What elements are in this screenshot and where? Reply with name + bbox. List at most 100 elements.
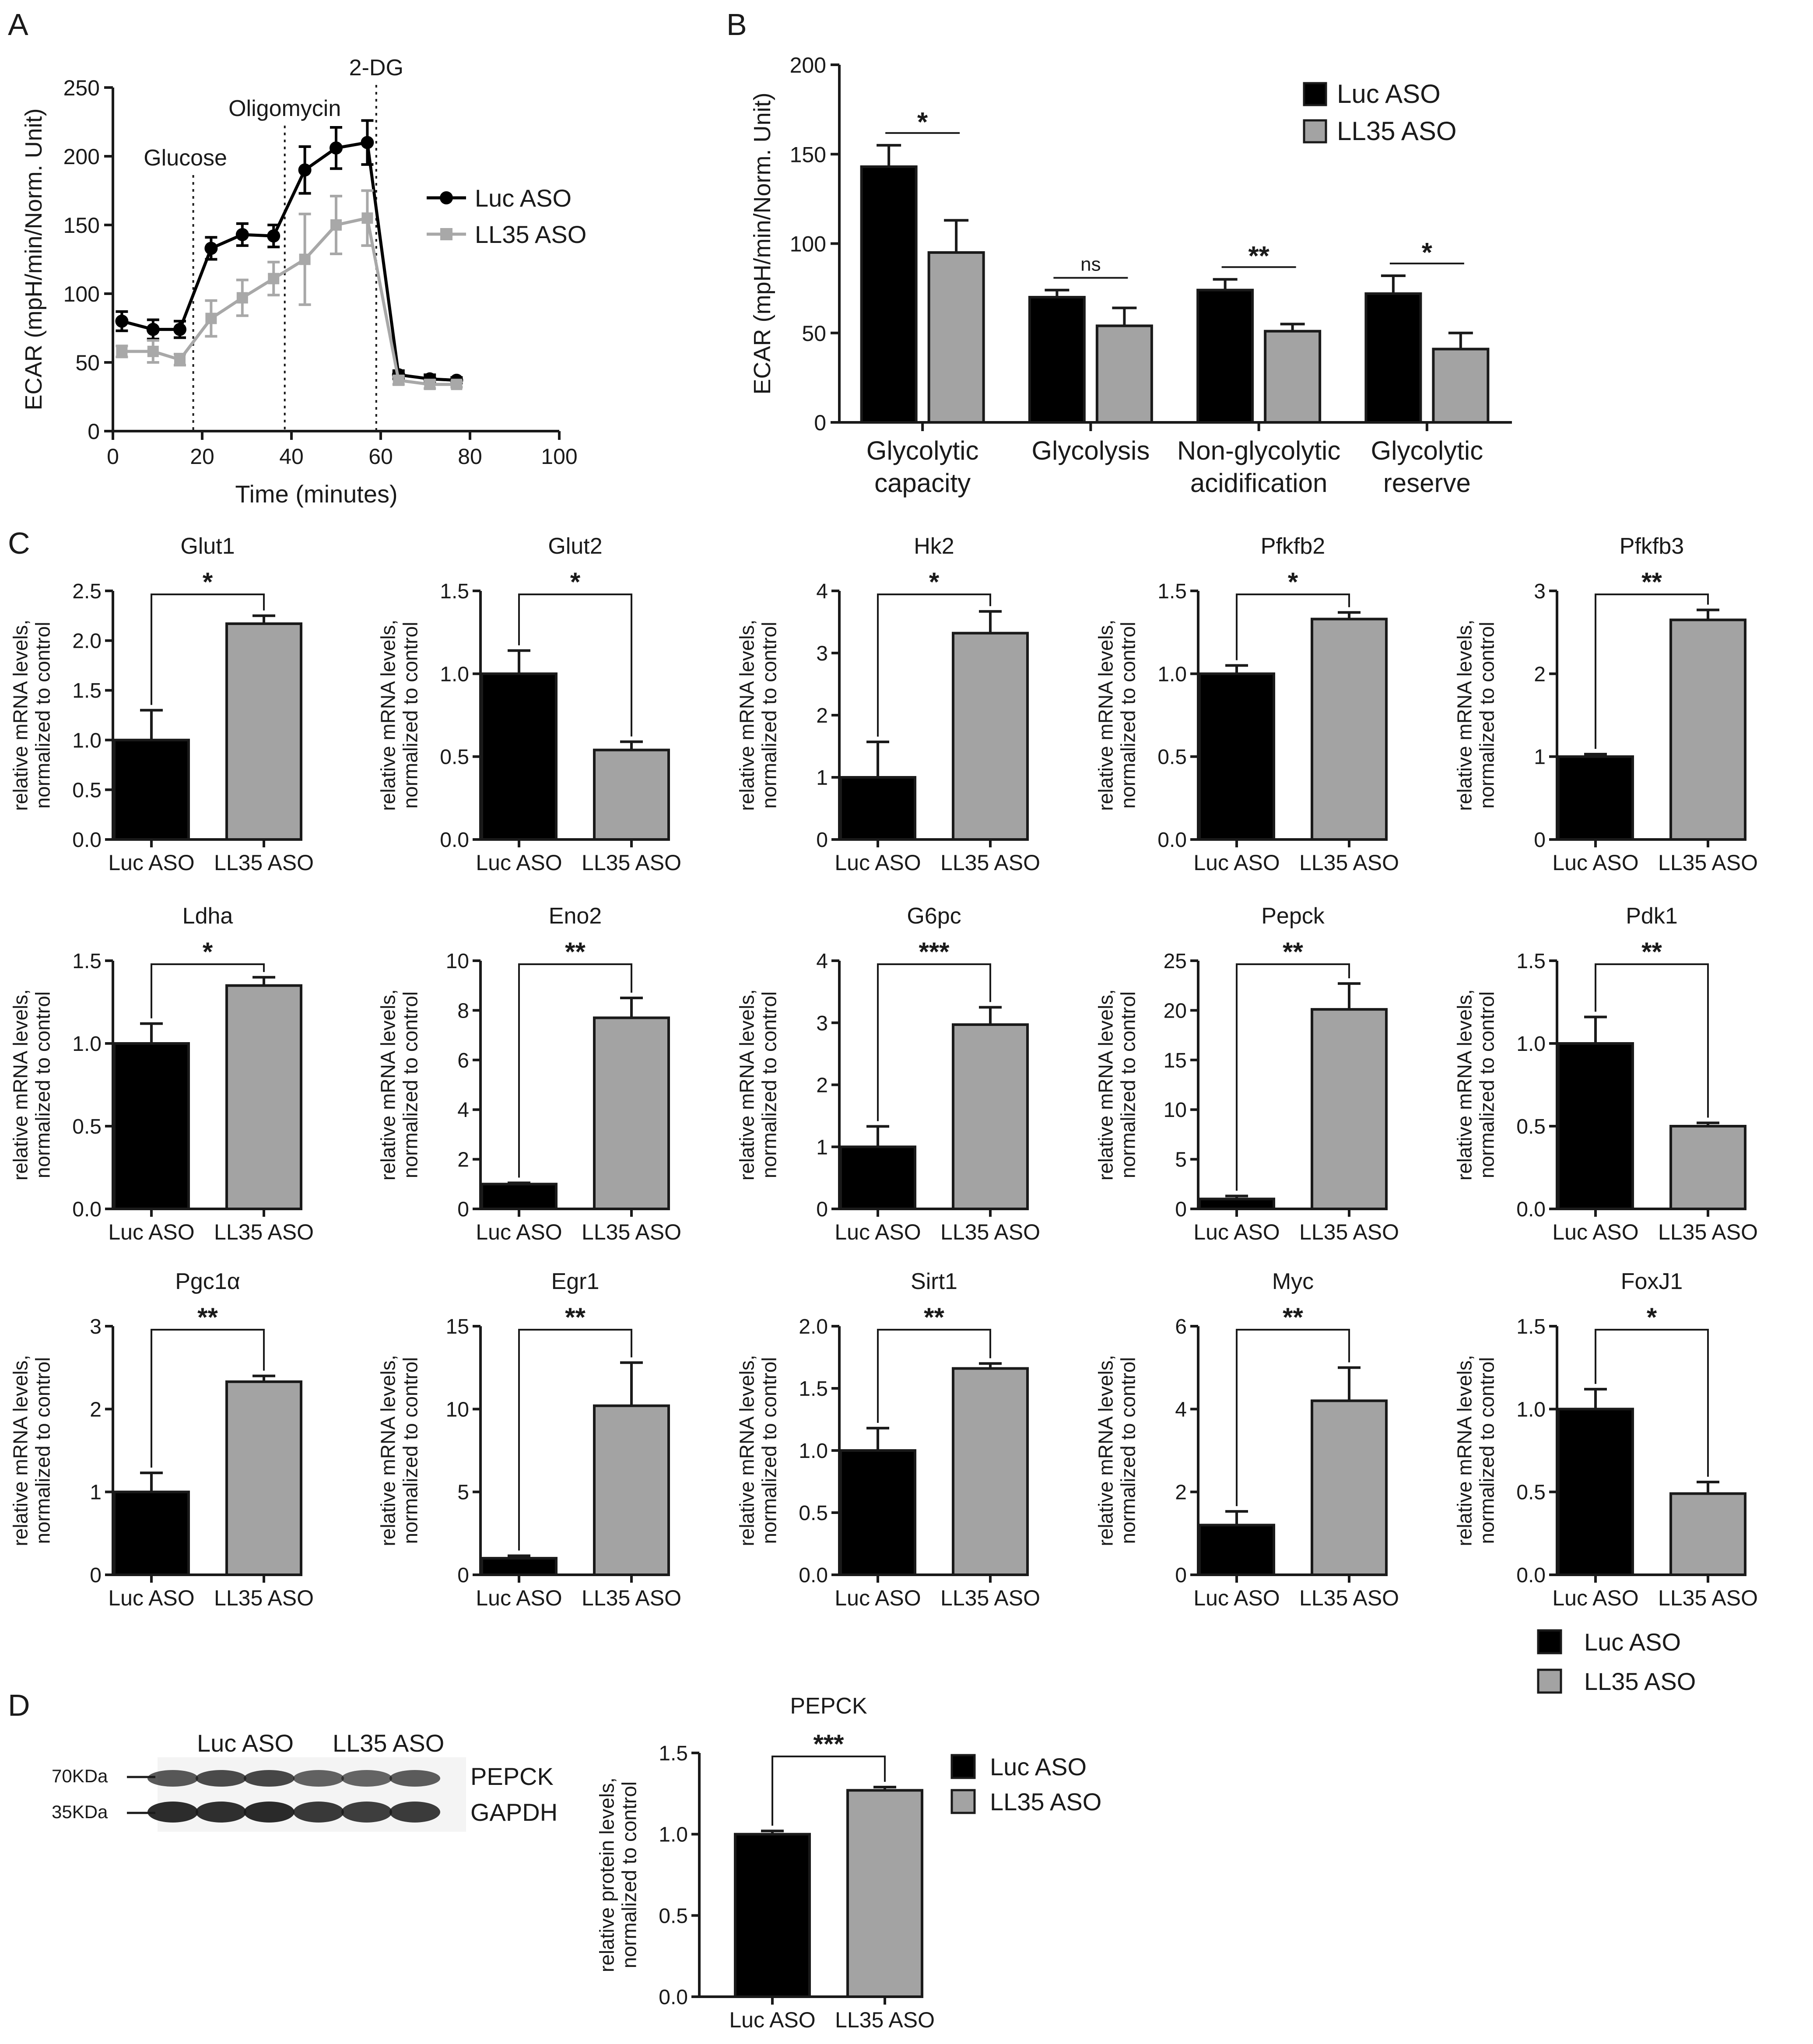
g6pc-y-tick-label: 1	[816, 1136, 828, 1159]
blot-band-label-gapdh: GAPDH	[470, 1798, 558, 1826]
sirt1-y-tick-label: 1.0	[799, 1440, 828, 1463]
pepck-x-tick-label: LL35 ASO	[1299, 1220, 1399, 1244]
pepck-protein-title: PEPCK	[790, 1693, 867, 1719]
sirt1-y-tick-label: 2.0	[799, 1315, 828, 1338]
eno2-error-bar	[620, 997, 643, 1018]
blot-band-gapdh	[147, 1802, 198, 1823]
egr1-title: Egr1	[551, 1269, 600, 1294]
pfkfb3-title: Pfkfb3	[1620, 534, 1684, 559]
g6pc-y-tick-label: 4	[816, 950, 828, 973]
panel-label-a: A	[8, 7, 28, 42]
a-ll35-aso-point	[268, 273, 280, 284]
a-ll35-aso-point	[393, 374, 404, 386]
panel-label-b: B	[726, 7, 747, 42]
eno2-title: Eno2	[549, 903, 602, 929]
glut2-title: Glut2	[548, 534, 602, 559]
g6pc-y-tick-label: 2	[816, 1074, 828, 1097]
a-luc-aso-point	[146, 323, 160, 336]
pfkfb2-y-tick-label: 0.0	[1157, 829, 1187, 852]
a-ll35-aso-point	[361, 212, 373, 224]
eno2-significance-label: **	[565, 937, 586, 966]
pgc1a-y-tick-label: 0	[90, 1564, 102, 1587]
hk2-y-tick-label: 1	[816, 766, 828, 790]
myc-bar-ll35-aso	[1311, 1399, 1388, 1576]
legend-c-luc-label: Luc ASO	[1584, 1628, 1681, 1656]
chart-egr1: Egr1 0 5 10 15 relative mRNA levels,normalize…	[377, 1269, 681, 1610]
legend-a-ll35-label: LL35 ASO	[475, 221, 586, 248]
a-y-tick-label: 150	[63, 213, 100, 238]
pfkfb3-x-tick-label: LL35 ASO	[1658, 850, 1758, 875]
b-bar-ll35-aso	[1095, 324, 1153, 424]
panel-label-c: C	[8, 526, 30, 560]
glut1-y-tick-label: 2.5	[72, 580, 102, 603]
g6pc-x-tick-label: LL35 ASO	[940, 1220, 1040, 1244]
b-x-tick-label: Glycolytic	[866, 436, 979, 465]
pgc1a-significance-label: **	[197, 1303, 218, 1332]
egr1-bar-ll35-aso	[593, 1404, 670, 1576]
legend-b-ll35-swatch	[1303, 119, 1327, 144]
chart-pgc1a: Pgc1α 0 1 2 3 relative mRNA levels,normalized…	[9, 1269, 314, 1610]
pdk1-y-axis-label: relative mRNA levels,normalized to contr…	[1453, 989, 1498, 1180]
glut2-x-tick-label: Luc ASO	[476, 850, 562, 875]
myc-y-tick-label: 2	[1175, 1481, 1187, 1504]
a-x-tick-label: 60	[368, 444, 393, 469]
sirt1-x-tick-label: LL35 ASO	[940, 1586, 1040, 1610]
a-luc-aso-point	[361, 136, 374, 149]
g6pc-significance-label: ***	[919, 937, 950, 966]
b-y-tick-label: 200	[790, 53, 826, 77]
myc-significance-label: **	[1283, 1303, 1303, 1332]
glut1-error-bar	[140, 709, 163, 740]
blot-band-pepck	[341, 1770, 392, 1787]
hk2-title: Hk2	[914, 534, 954, 559]
pepck-protein-bar-ll35-aso	[846, 1789, 923, 1998]
myc-y-axis-label: relative mRNA levels,normalized to contr…	[1094, 1355, 1140, 1546]
pfkfb2-significance-bracket	[1236, 594, 1350, 660]
pdk1-bar-luc-aso	[1557, 1042, 1634, 1210]
blot-band-pepck	[389, 1770, 440, 1787]
foxj1-y-tick-label: 0.5	[1516, 1481, 1546, 1504]
pepck-error-bar	[1338, 982, 1361, 1010]
glut1-y-tick-label: 1.5	[72, 679, 102, 702]
pdk1-error-bar	[1584, 1015, 1607, 1043]
blot-band-gapdh	[341, 1802, 392, 1823]
glut2-bar-luc-aso	[480, 672, 558, 841]
panel-b-ecar-bars: 0 50 100 150 200 ECAR (mpH/min/Norm. Unit) Gly…	[749, 53, 1512, 498]
legend-a-luc-marker	[440, 191, 453, 204]
egr1-error-bar	[620, 1361, 643, 1406]
b-error-bar	[1213, 278, 1238, 290]
eno2-bar-ll35-aso	[593, 1016, 670, 1210]
eno2-bar-luc-aso	[480, 1183, 558, 1211]
pfkfb2-bar-ll35-aso	[1311, 618, 1388, 841]
a-luc-aso-point	[173, 323, 186, 336]
myc-significance-bracket	[1236, 1329, 1350, 1507]
pfkfb2-bar-luc-aso	[1198, 672, 1275, 841]
glut2-y-axis-label: relative mRNA levels,normalized to contr…	[377, 619, 422, 811]
b-x-tick-label: capacity	[874, 468, 971, 498]
pepck-protein-significance-label: ***	[813, 1729, 844, 1759]
hk2-y-tick-label: 3	[816, 642, 828, 665]
egr1-y-tick-label: 15	[446, 1315, 469, 1338]
blot-band-pepck	[147, 1770, 198, 1787]
pfkfb3-bar-ll35-aso	[1669, 618, 1746, 841]
legend-c-ll35-swatch	[1537, 1668, 1562, 1694]
legend-c-ll35-label: LL35 ASO	[1584, 1668, 1696, 1695]
b-y-tick-label: 150	[790, 142, 826, 167]
pfkfb2-y-tick-label: 1.5	[1157, 580, 1187, 603]
panel-b-legend: Luc ASO LL35 ASO	[1303, 79, 1457, 146]
b-y-axis-label: ECAR (mpH/min/Norm. Unit)	[749, 92, 775, 394]
pepck-protein-y-tick-label: 0.0	[659, 1986, 688, 2009]
egr1-x-tick-label: Luc ASO	[476, 1586, 562, 1610]
ldha-bar-luc-aso	[113, 1042, 190, 1210]
a-ll35-aso-point	[174, 354, 186, 365]
ldha-x-tick-label: Luc ASO	[108, 1220, 194, 1244]
b-x-tick-label: Non-glycolytic	[1177, 436, 1340, 465]
glut1-error-bar	[252, 614, 275, 624]
b-x-tick-label: Glycolytic	[1371, 436, 1483, 465]
pfkfb2-x-tick-label: LL35 ASO	[1299, 850, 1399, 875]
ldha-bar-ll35-aso	[225, 984, 302, 1210]
pepck-significance-bracket	[1236, 963, 1350, 1191]
glut2-x-tick-label: LL35 ASO	[582, 850, 681, 875]
ldha-error-bar	[252, 976, 275, 986]
pepck-protein-y-tick-label: 1.5	[659, 1742, 688, 1765]
pfkfb2-y-tick-label: 1.0	[1157, 663, 1187, 686]
